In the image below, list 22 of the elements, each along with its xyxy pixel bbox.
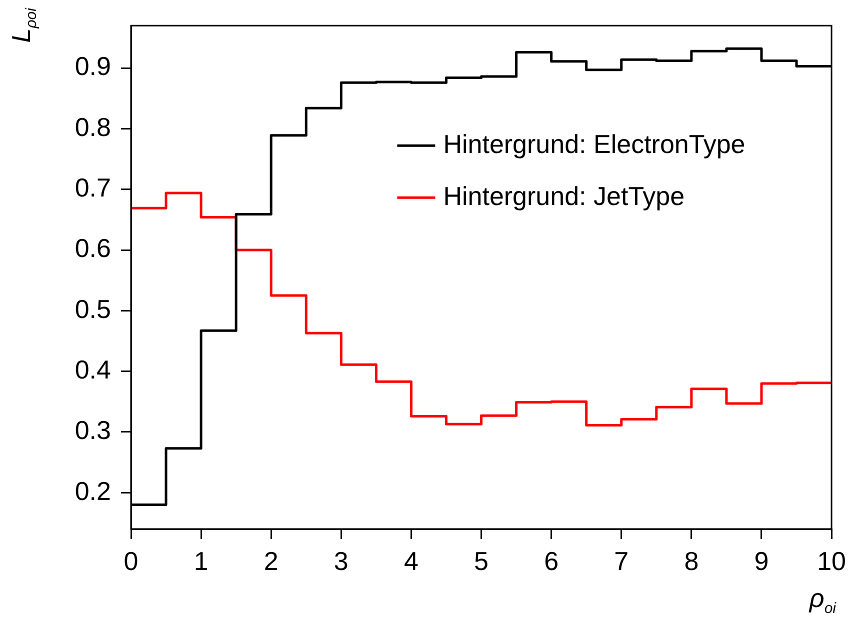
x-tick-label: 1 xyxy=(194,546,208,576)
x-tick-label: 0 xyxy=(124,546,138,576)
y-tick-label: 0.3 xyxy=(74,415,111,446)
x-tick-label: 10 xyxy=(817,546,846,576)
y-tick-label: 0.7 xyxy=(74,172,111,203)
y-tick-label: 0.2 xyxy=(74,476,111,506)
legend-label: Hintergrund: ElectronType xyxy=(443,128,746,159)
x-tick-label: 9 xyxy=(754,546,769,576)
x-tick-label: 8 xyxy=(684,546,699,576)
x-tick-label: 5 xyxy=(474,546,489,576)
y-tick-label: 0.5 xyxy=(74,294,111,324)
x-tick-label: 4 xyxy=(404,546,418,576)
y-tick-label: 0.4 xyxy=(74,354,111,384)
y-tick-label: 0.8 xyxy=(74,112,111,142)
legend-label: Hintergrund: JetType xyxy=(443,180,685,211)
x-tick-label: 7 xyxy=(614,546,629,576)
x-tick-label: 2 xyxy=(264,546,278,576)
y-tick-label: 0.9 xyxy=(74,51,111,82)
x-axis-title: ρ$_{oi}$ xyxy=(809,582,836,617)
x-tick-label: 6 xyxy=(544,546,559,576)
y-tick-label: 0.6 xyxy=(74,233,111,264)
x-tick-label: 3 xyxy=(334,546,348,576)
